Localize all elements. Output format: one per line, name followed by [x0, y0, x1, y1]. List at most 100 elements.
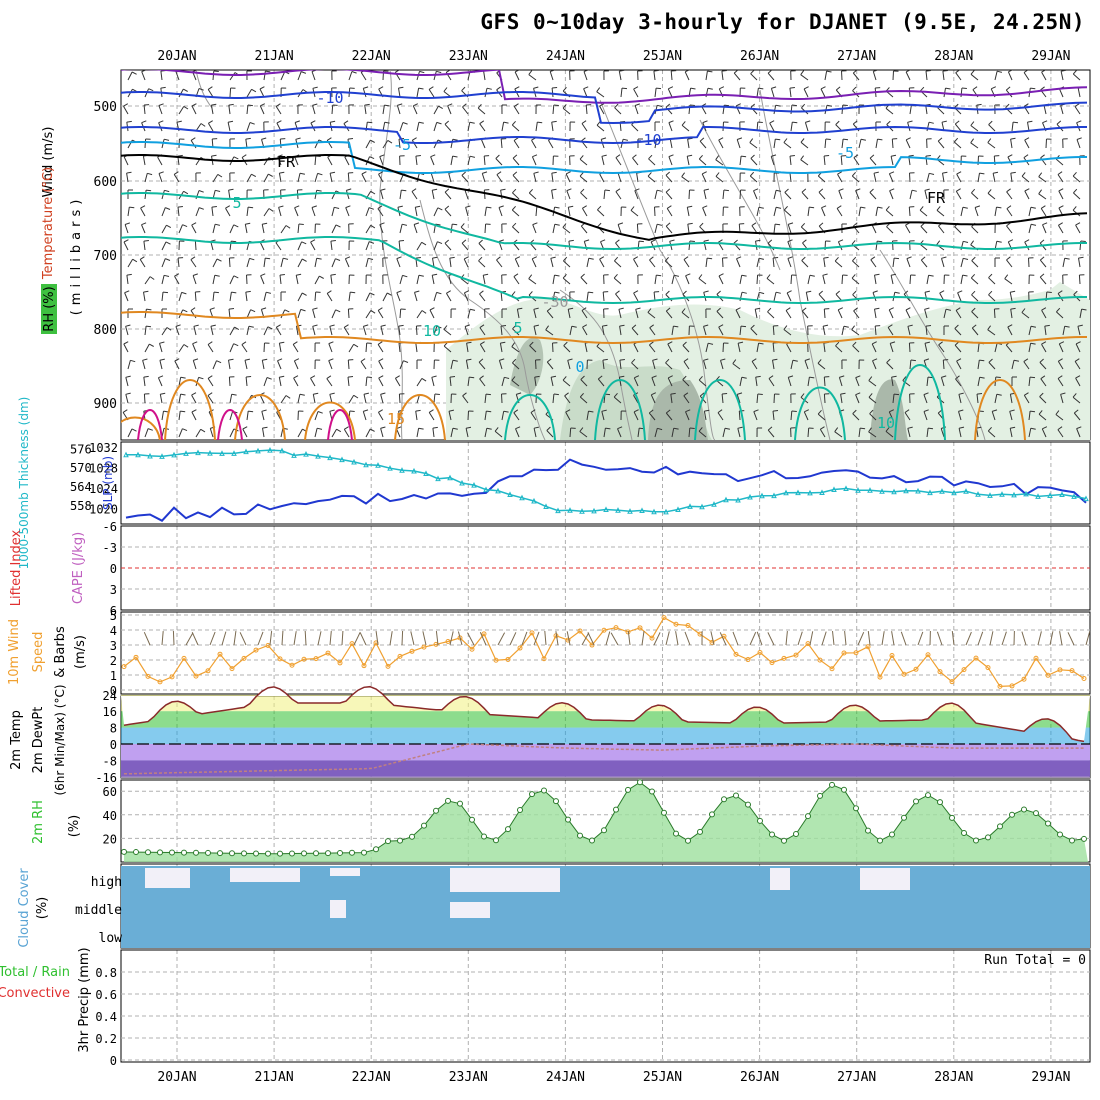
- wind-barb: [773, 393, 775, 404]
- wind-speed-marker: [301, 656, 307, 662]
- wind-barb: [722, 428, 726, 438]
- wind-barb-flag: [758, 257, 765, 260]
- wind-barb-flag: [378, 409, 383, 413]
- wind-speed-marker: [1033, 655, 1039, 661]
- wind-barb: [698, 158, 707, 166]
- wind-barb-flag: [673, 325, 679, 328]
- wind-barb: [1045, 138, 1047, 149]
- wind-barb: [1056, 311, 1064, 319]
- wind-barb: [312, 326, 316, 336]
- wind-barb-flag: [398, 86, 404, 89]
- wind-barb: [1038, 413, 1047, 421]
- wind-barb: [552, 393, 555, 404]
- wind-barb-flag: [924, 341, 931, 344]
- wind-barb: [586, 411, 589, 421]
- wind-barb: [207, 378, 214, 387]
- wind-barb-flag: [214, 274, 220, 277]
- wind-barb-flag: [750, 324, 755, 329]
- wind10m-barb: [555, 631, 559, 646]
- wind-barb: [586, 258, 590, 268]
- wind-barb-flag: [370, 224, 376, 229]
- wind-barb: [399, 275, 403, 285]
- wind-barb-flag: [766, 274, 771, 279]
- wind-barb-flag: [755, 239, 761, 242]
- wind10m-barb: [684, 631, 691, 646]
- wind-barb-flag: [956, 358, 962, 362]
- thickness-marker: [675, 506, 681, 512]
- wind-barb: [773, 139, 776, 149]
- wind-barb: [513, 412, 520, 421]
- wind-barb: [159, 343, 163, 353]
- wind-barb: [705, 258, 708, 268]
- wind-barb-flag: [512, 324, 517, 330]
- wind-speed-marker: [121, 664, 127, 670]
- wind-barb-flag: [971, 256, 976, 261]
- wind-barb: [361, 173, 367, 183]
- wind-barb-flag: [125, 375, 131, 378]
- wind-barb-flag: [740, 325, 747, 328]
- wind-barb: [177, 207, 180, 217]
- wind-barb-flag: [293, 375, 299, 379]
- wind-barb-flag: [615, 290, 620, 295]
- wind-barb-flag: [1040, 86, 1045, 91]
- left-axis-labels: Wind (m/s) Temperature (°C) RH (%) (mill…: [0, 127, 122, 1053]
- wind-barb-flag: [146, 325, 152, 328]
- wind-barb: [874, 275, 877, 285]
- wind-barb-flag: [512, 171, 518, 176]
- wind-barb: [631, 327, 639, 336]
- thickness-marker: [447, 474, 453, 481]
- wind-barb-flag: [190, 307, 196, 311]
- wind-barb: [739, 275, 743, 285]
- wind-barb: [1076, 139, 1081, 149]
- wind-barb-flag: [581, 120, 587, 124]
- thickness-marker: [1047, 492, 1053, 498]
- wind-barb-flag: [741, 274, 747, 277]
- wind-barb: [648, 158, 656, 166]
- wind-barb: [1073, 412, 1081, 421]
- wind-barb-flag: [702, 120, 708, 124]
- wind-barb: [615, 293, 622, 302]
- wind-barb: [923, 411, 928, 421]
- wind-barb-flag: [532, 222, 538, 226]
- thickness-marker: [1035, 493, 1041, 499]
- wind-barb: [649, 344, 656, 353]
- wind-barb: [365, 342, 368, 353]
- wind-barb: [970, 73, 979, 81]
- wind-barb-flag: [351, 71, 357, 74]
- wind-barb-flag: [868, 376, 873, 381]
- wind-barb-flag: [533, 324, 540, 327]
- top-date-label: 28JAN: [934, 49, 973, 64]
- wind-barb: [770, 88, 775, 98]
- wind-barb-flag: [554, 291, 560, 294]
- wind-barb: [654, 428, 658, 438]
- thickness-marker: [699, 503, 705, 510]
- wind-barb-flag: [183, 190, 189, 195]
- wind-barb-flag: [183, 88, 188, 92]
- wind-barb: [805, 292, 809, 302]
- wind-barb: [484, 394, 487, 404]
- wind-barb: [297, 173, 301, 183]
- wind-barb-flag: [715, 155, 720, 160]
- wind-barb-flag: [681, 121, 686, 126]
- wind-barb: [1072, 396, 1081, 404]
- wind-barb-flag: [563, 256, 568, 262]
- wind-barb: [1028, 326, 1032, 336]
- wind-barb-flag: [165, 241, 171, 245]
- wind-barb: [909, 359, 912, 370]
- wind-barb: [293, 377, 299, 387]
- wind-barb: [467, 156, 471, 166]
- wind-barb: [380, 428, 384, 438]
- wind-barb-flag: [718, 137, 724, 141]
- wind-barb: [756, 274, 759, 285]
- wind-barb-flag: [957, 290, 963, 294]
- wind-barb: [297, 241, 303, 251]
- wind-barb: [583, 71, 588, 81]
- wind-barb: [382, 140, 389, 149]
- wind-barb-flag: [822, 273, 828, 276]
- thickness-tick: 570: [70, 461, 92, 475]
- wind-barb: [549, 71, 554, 81]
- bottom-date-label: 23JAN: [449, 1070, 488, 1085]
- wind-barb-flag: [251, 88, 257, 93]
- wind-barb-flag: [958, 392, 964, 395]
- wind10m-barb: [172, 630, 175, 646]
